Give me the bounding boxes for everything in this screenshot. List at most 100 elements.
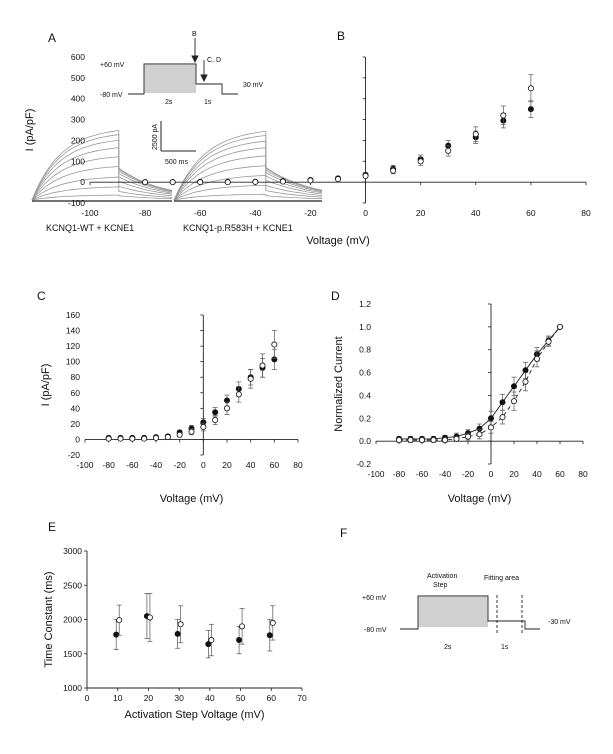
open-data-point	[545, 338, 552, 345]
protocol-cd-label: C, D	[207, 57, 221, 64]
y-tick-label: 20	[71, 419, 81, 429]
open-data-point	[177, 621, 184, 628]
x-tick-label: 60	[555, 469, 565, 479]
open-data-point	[271, 341, 278, 348]
protocol-waveform	[128, 63, 238, 95]
filled-data-point	[499, 399, 506, 406]
y-tick-label: 0.2	[359, 413, 371, 423]
open-data-point	[152, 434, 159, 441]
current-trace	[31, 139, 173, 201]
protocol-f-minus30-label: -30 mV	[548, 619, 571, 626]
x-tick-label: -60	[194, 208, 207, 218]
y-tick-label: 1.2	[359, 299, 371, 309]
x-tick-label: 40	[532, 469, 542, 479]
y-tick-label: 400	[71, 94, 85, 104]
filled-data-point	[527, 106, 534, 113]
open-data-point	[259, 362, 266, 369]
open-data-point	[252, 178, 259, 185]
y-axis-title: I (pA/pF)	[40, 364, 52, 407]
x-axis-title: Voltage (mV)	[448, 493, 512, 505]
x-tick-label: -60	[416, 469, 429, 479]
panel-a-label: A	[48, 31, 56, 45]
x-tick-label: -20	[462, 469, 475, 479]
filled-data-point	[510, 383, 517, 390]
trace-caption-r583h: KCNQ1-p.R583H + KCNE1	[183, 223, 293, 233]
arrow-cd-head	[200, 74, 208, 83]
y-axis-title: Time Constant (ms)	[43, 571, 55, 667]
arrow-b-head	[191, 55, 199, 64]
y-tick-label: 0.4	[359, 390, 371, 400]
current-trace	[31, 147, 173, 201]
open-data-point	[522, 378, 529, 385]
open-data-point	[200, 423, 207, 430]
x-tick-label: -20	[304, 208, 317, 218]
protocol-b-label: B	[192, 31, 197, 38]
y-tick-label: 0.0	[359, 436, 371, 446]
y-tick-label: 80	[71, 372, 81, 382]
open-data-point	[176, 431, 183, 438]
x-tick-label: -60	[126, 460, 139, 470]
open-data-point	[418, 436, 425, 443]
open-data-point	[239, 623, 246, 630]
filled-data-point	[174, 630, 181, 637]
filled-data-point	[236, 637, 243, 644]
x-tick-label: 10	[113, 693, 123, 703]
protocol-step-lines	[144, 65, 196, 93]
protocol-1s-label: 1s	[204, 99, 212, 106]
open-data-point	[269, 619, 276, 626]
y-tick-label: 1500	[63, 649, 82, 659]
x-tick-label: 30	[174, 693, 184, 703]
filled-data-point	[205, 641, 212, 648]
panel-a-protocol	[128, 38, 238, 95]
x-tick-label: 60	[526, 208, 536, 218]
open-data-point	[417, 158, 424, 165]
x-tick-label: -100	[76, 460, 93, 470]
panel-c: C -100 -80 -60 -40 -20 0 20 40 60 80 -20 0 20 40 60 80 10…	[37, 289, 303, 505]
current-trace	[31, 166, 173, 201]
scale-current-label: 2500 pA	[152, 124, 159, 150]
trace-caption-wt: KCNQ1-WT + KCNE1	[46, 223, 134, 233]
trace-family-r583h	[173, 130, 323, 202]
y-tick-label: -100	[68, 198, 85, 208]
open-data-point	[453, 435, 460, 442]
panel-f: F Activation Step Fitting area +60 mV -8…	[340, 526, 571, 651]
series-line-2	[399, 326, 561, 441]
protocol-f-step-lines	[418, 597, 488, 627]
current-trace	[173, 147, 323, 201]
current-trace	[173, 175, 323, 201]
y-tick-label: 1000	[63, 683, 82, 693]
panel-d-label: D	[331, 289, 340, 303]
y-tick-label: 300	[71, 115, 85, 125]
y-tick-label: 3000	[63, 546, 82, 556]
scale-time-label: 500 ms	[165, 159, 188, 166]
open-data-point	[247, 375, 254, 382]
step-label: Step	[433, 582, 448, 589]
open-data-point	[362, 172, 369, 179]
x-tick-label: -80	[393, 469, 406, 479]
y-tick-label: 40	[71, 403, 81, 413]
x-tick-label: 80	[293, 460, 303, 470]
protocol-f-plus60-label: +60 mV	[362, 595, 387, 602]
filled-data-point	[113, 631, 120, 638]
x-tick-label: -80	[103, 460, 116, 470]
filled-data-point	[266, 632, 273, 639]
protocol-f-waveform	[400, 595, 540, 630]
open-data-point	[441, 436, 448, 443]
y-tick-label: 600	[71, 52, 85, 62]
current-trace	[31, 186, 173, 201]
current-trace	[31, 156, 173, 201]
open-data-point	[164, 434, 171, 441]
y-tick-label: 100	[66, 357, 80, 367]
open-data-point	[476, 431, 483, 438]
open-data-point	[557, 323, 564, 330]
panel-a: A +60 mV -80 mV 2s 1s 30 mV B C, D 2500 …	[31, 31, 323, 233]
y-tick-label: 160	[66, 310, 80, 320]
scale-bar	[160, 121, 196, 152]
trace-family-wt	[31, 130, 173, 202]
y-tick-label: 140	[66, 326, 80, 336]
filled-data-point	[487, 415, 494, 422]
x-tick-label: -40	[249, 208, 262, 218]
protocol-f-2s-label: 2s	[444, 644, 452, 651]
open-data-point	[407, 436, 414, 443]
